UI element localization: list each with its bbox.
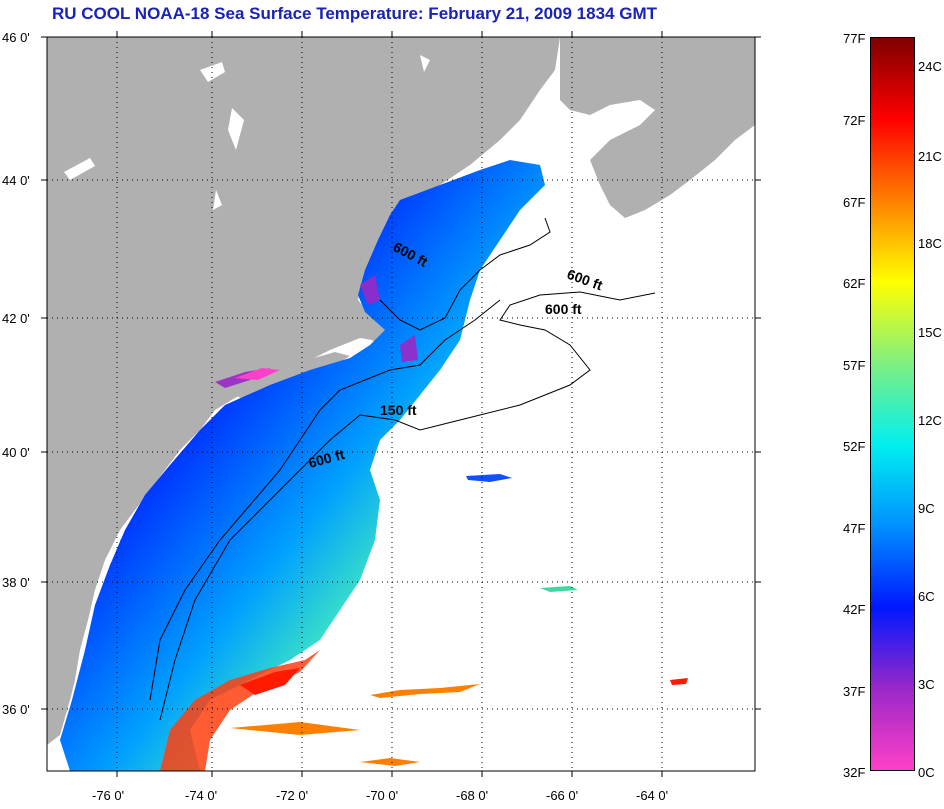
lon-label: -64 0': [636, 788, 669, 803]
colorbar-label-f: 32F: [843, 765, 866, 780]
lon-label: -68 0': [456, 788, 489, 803]
temperature-colorbar: [870, 37, 915, 771]
lat-label: 40 0': [2, 445, 30, 460]
colorbar-label-c: 15C: [918, 325, 942, 340]
lat-label: 38 0': [2, 575, 30, 590]
colorbar-label-f: 52F: [843, 439, 866, 454]
colorbar-label-f: 42F: [843, 602, 866, 617]
colorbar-label-f: 47F: [843, 521, 866, 536]
lon-label: -70 0': [366, 788, 399, 803]
colorbar-label-c: 3C: [918, 677, 935, 692]
colorbar-label-c: 0C: [918, 765, 935, 780]
colorbar-label-f: 67F: [843, 195, 866, 210]
axis-ticks: [41, 31, 761, 777]
colorbar-label-c: 24C: [918, 59, 942, 74]
graticule: [47, 37, 755, 771]
map-title: RU COOL NOAA-18 Sea Surface Temperature:…: [52, 4, 657, 23]
sst-magenta-patch: [235, 368, 280, 380]
lat-label: 46 0': [2, 30, 30, 45]
colorbar-label-c: 18C: [918, 236, 942, 251]
colorbar-label-f: 57F: [843, 358, 866, 373]
contour-line-gulf-of-maine: [379, 217, 551, 331]
colorbar-label-f: 77F: [843, 31, 866, 46]
colorbar-label-f: 62F: [843, 276, 866, 291]
contour-label: 150 ft: [380, 402, 417, 418]
colorbar-label-c: 9C: [918, 501, 935, 516]
land-long-island: [225, 352, 350, 398]
sst-patch-offshore-orange: [230, 684, 480, 766]
sst-patch-offshore-blue: [466, 474, 512, 482]
sst-coverage: [60, 160, 545, 771]
map-border: [46, 36, 756, 772]
land-canada-maritimes: [560, 37, 755, 218]
contour-label: 600 ft: [545, 301, 582, 317]
lat-label: 36 0': [2, 702, 30, 717]
lon-label: -66 0': [546, 788, 579, 803]
lon-label: -72 0': [276, 788, 309, 803]
sst-patch-offshore-teal: [540, 586, 578, 592]
contour-line-600ft-shelf: [159, 291, 656, 721]
colorbar-label-c: 21C: [918, 149, 942, 164]
colorbar-label-c: 6C: [918, 589, 935, 604]
colorbar-label-c: 12C: [918, 413, 942, 428]
land-us-mainland: [47, 37, 560, 745]
sst-warm-eddy: [240, 668, 300, 695]
contour-line-150ft: [149, 299, 501, 701]
lat-label: 44 0': [2, 173, 30, 188]
lon-label: -76 0': [92, 788, 125, 803]
sst-patch-offshore-red: [670, 678, 688, 685]
colorbar-label-f: 72F: [843, 113, 866, 128]
lon-label: -74 0': [185, 788, 218, 803]
lat-label: 42 0': [2, 311, 30, 326]
colorbar-label-f: 37F: [843, 684, 866, 699]
sst-cold-patches: [215, 275, 418, 388]
